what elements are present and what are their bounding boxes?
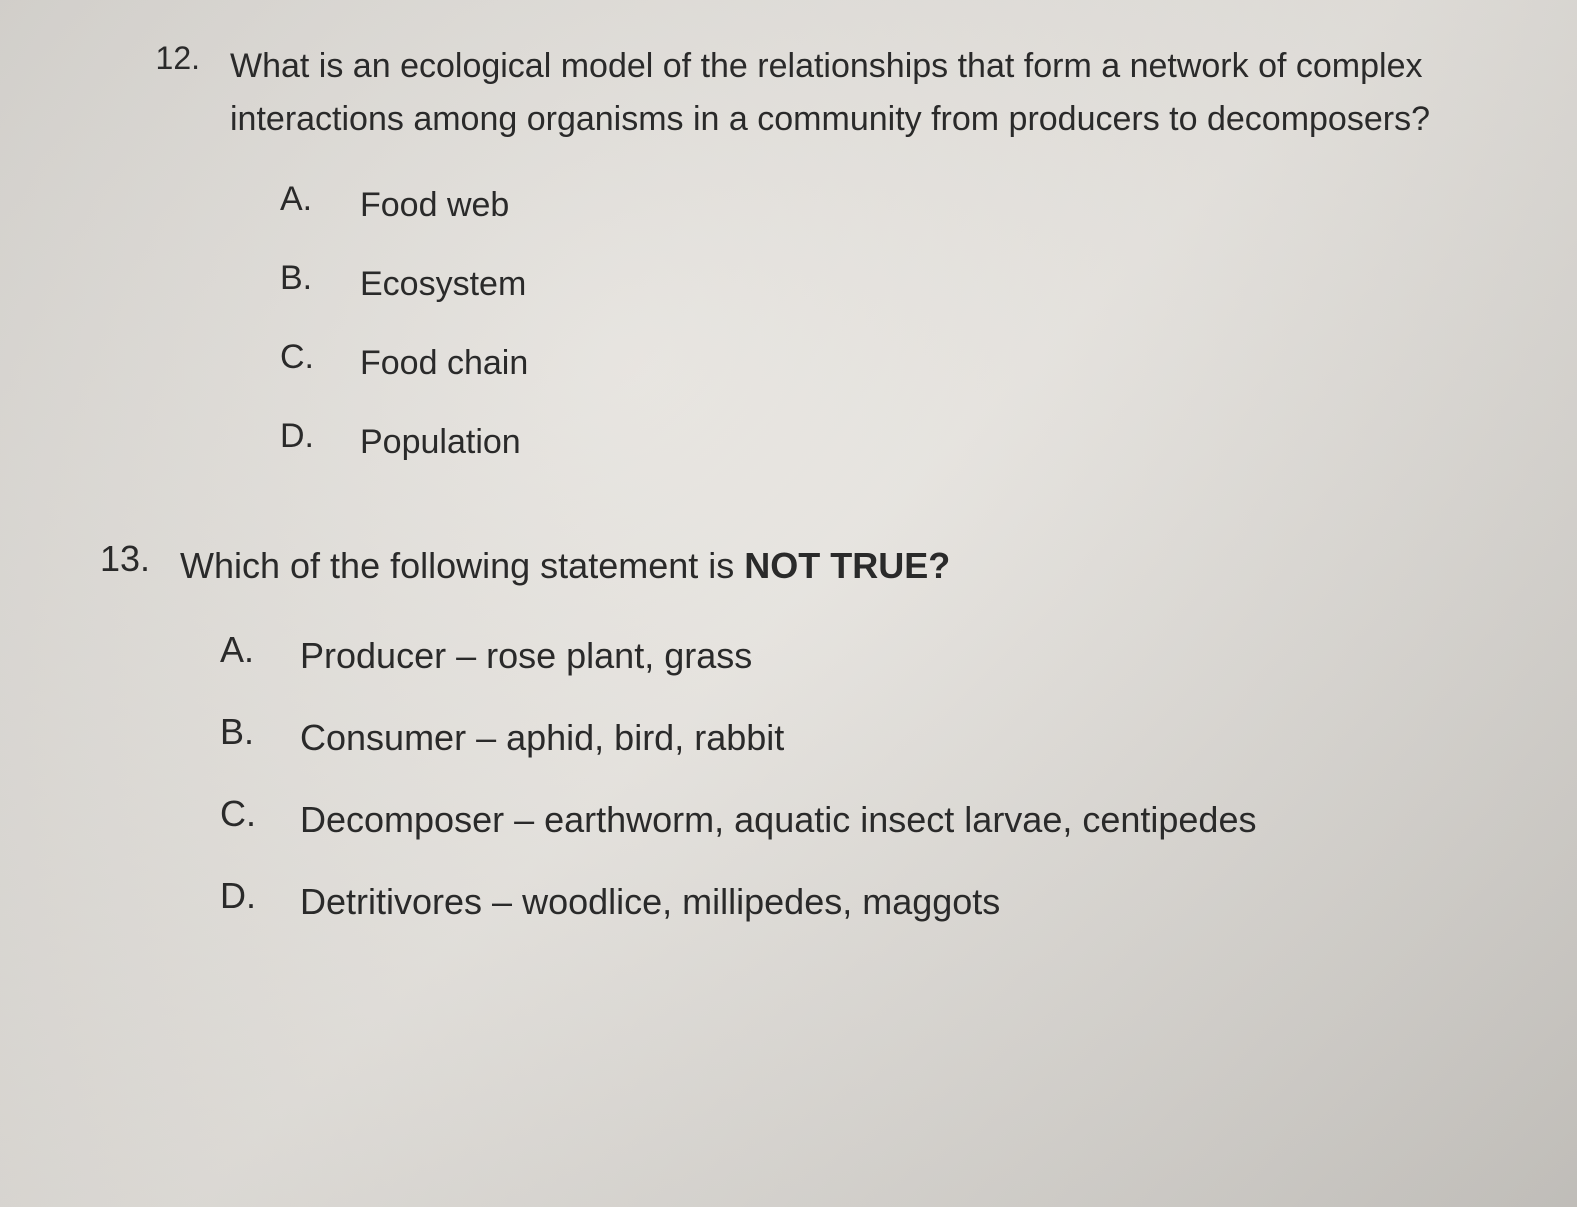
option-b: B. Ecosystem — [280, 259, 1517, 310]
question-13: 13. Which of the following statement is … — [60, 538, 1517, 929]
option-text: Food chain — [360, 338, 1517, 389]
question-number: 12. — [140, 40, 200, 77]
question-number: 13. — [90, 538, 150, 580]
option-letter: A. — [280, 180, 320, 219]
option-text: Decomposer – earthworm, aquatic insect l… — [300, 793, 1517, 847]
option-d: D. Detritivores – woodlice, millipedes, … — [220, 875, 1517, 929]
option-text: Consumer – aphid, bird, rabbit — [300, 711, 1517, 765]
option-letter: D. — [280, 417, 320, 456]
option-letter: C. — [280, 338, 320, 377]
options-container: A. Food web B. Ecosystem C. Food chain D… — [140, 180, 1517, 468]
option-text: Detritivores – woodlice, millipedes, mag… — [300, 875, 1517, 929]
question-row: 13. Which of the following statement is … — [90, 538, 1517, 594]
question-text-prefix: Which of the following statement is — [180, 545, 744, 586]
option-letter: B. — [280, 259, 320, 298]
option-text: Population — [360, 417, 1517, 468]
option-letter: A. — [220, 629, 260, 671]
question-row: 12. What is an ecological model of the r… — [140, 40, 1517, 145]
option-a: A. Food web — [280, 180, 1517, 231]
option-text: Ecosystem — [360, 259, 1517, 310]
option-letter: D. — [220, 875, 260, 917]
option-c: C. Decomposer – earthworm, aquatic insec… — [220, 793, 1517, 847]
question-text-emphasis: NOT TRUE? — [744, 545, 950, 586]
option-text: Producer – rose plant, grass — [300, 629, 1517, 683]
option-a: A. Producer – rose plant, grass — [220, 629, 1517, 683]
option-d: D. Population — [280, 417, 1517, 468]
options-container: A. Producer – rose plant, grass B. Consu… — [90, 629, 1517, 929]
option-letter: B. — [220, 711, 260, 753]
option-c: C. Food chain — [280, 338, 1517, 389]
question-text: Which of the following statement is NOT … — [180, 538, 1517, 594]
option-letter: C. — [220, 793, 260, 835]
question-12: 12. What is an ecological model of the r… — [60, 40, 1517, 468]
question-text: What is an ecological model of the relat… — [230, 40, 1517, 145]
option-b: B. Consumer – aphid, bird, rabbit — [220, 711, 1517, 765]
option-text: Food web — [360, 180, 1517, 231]
